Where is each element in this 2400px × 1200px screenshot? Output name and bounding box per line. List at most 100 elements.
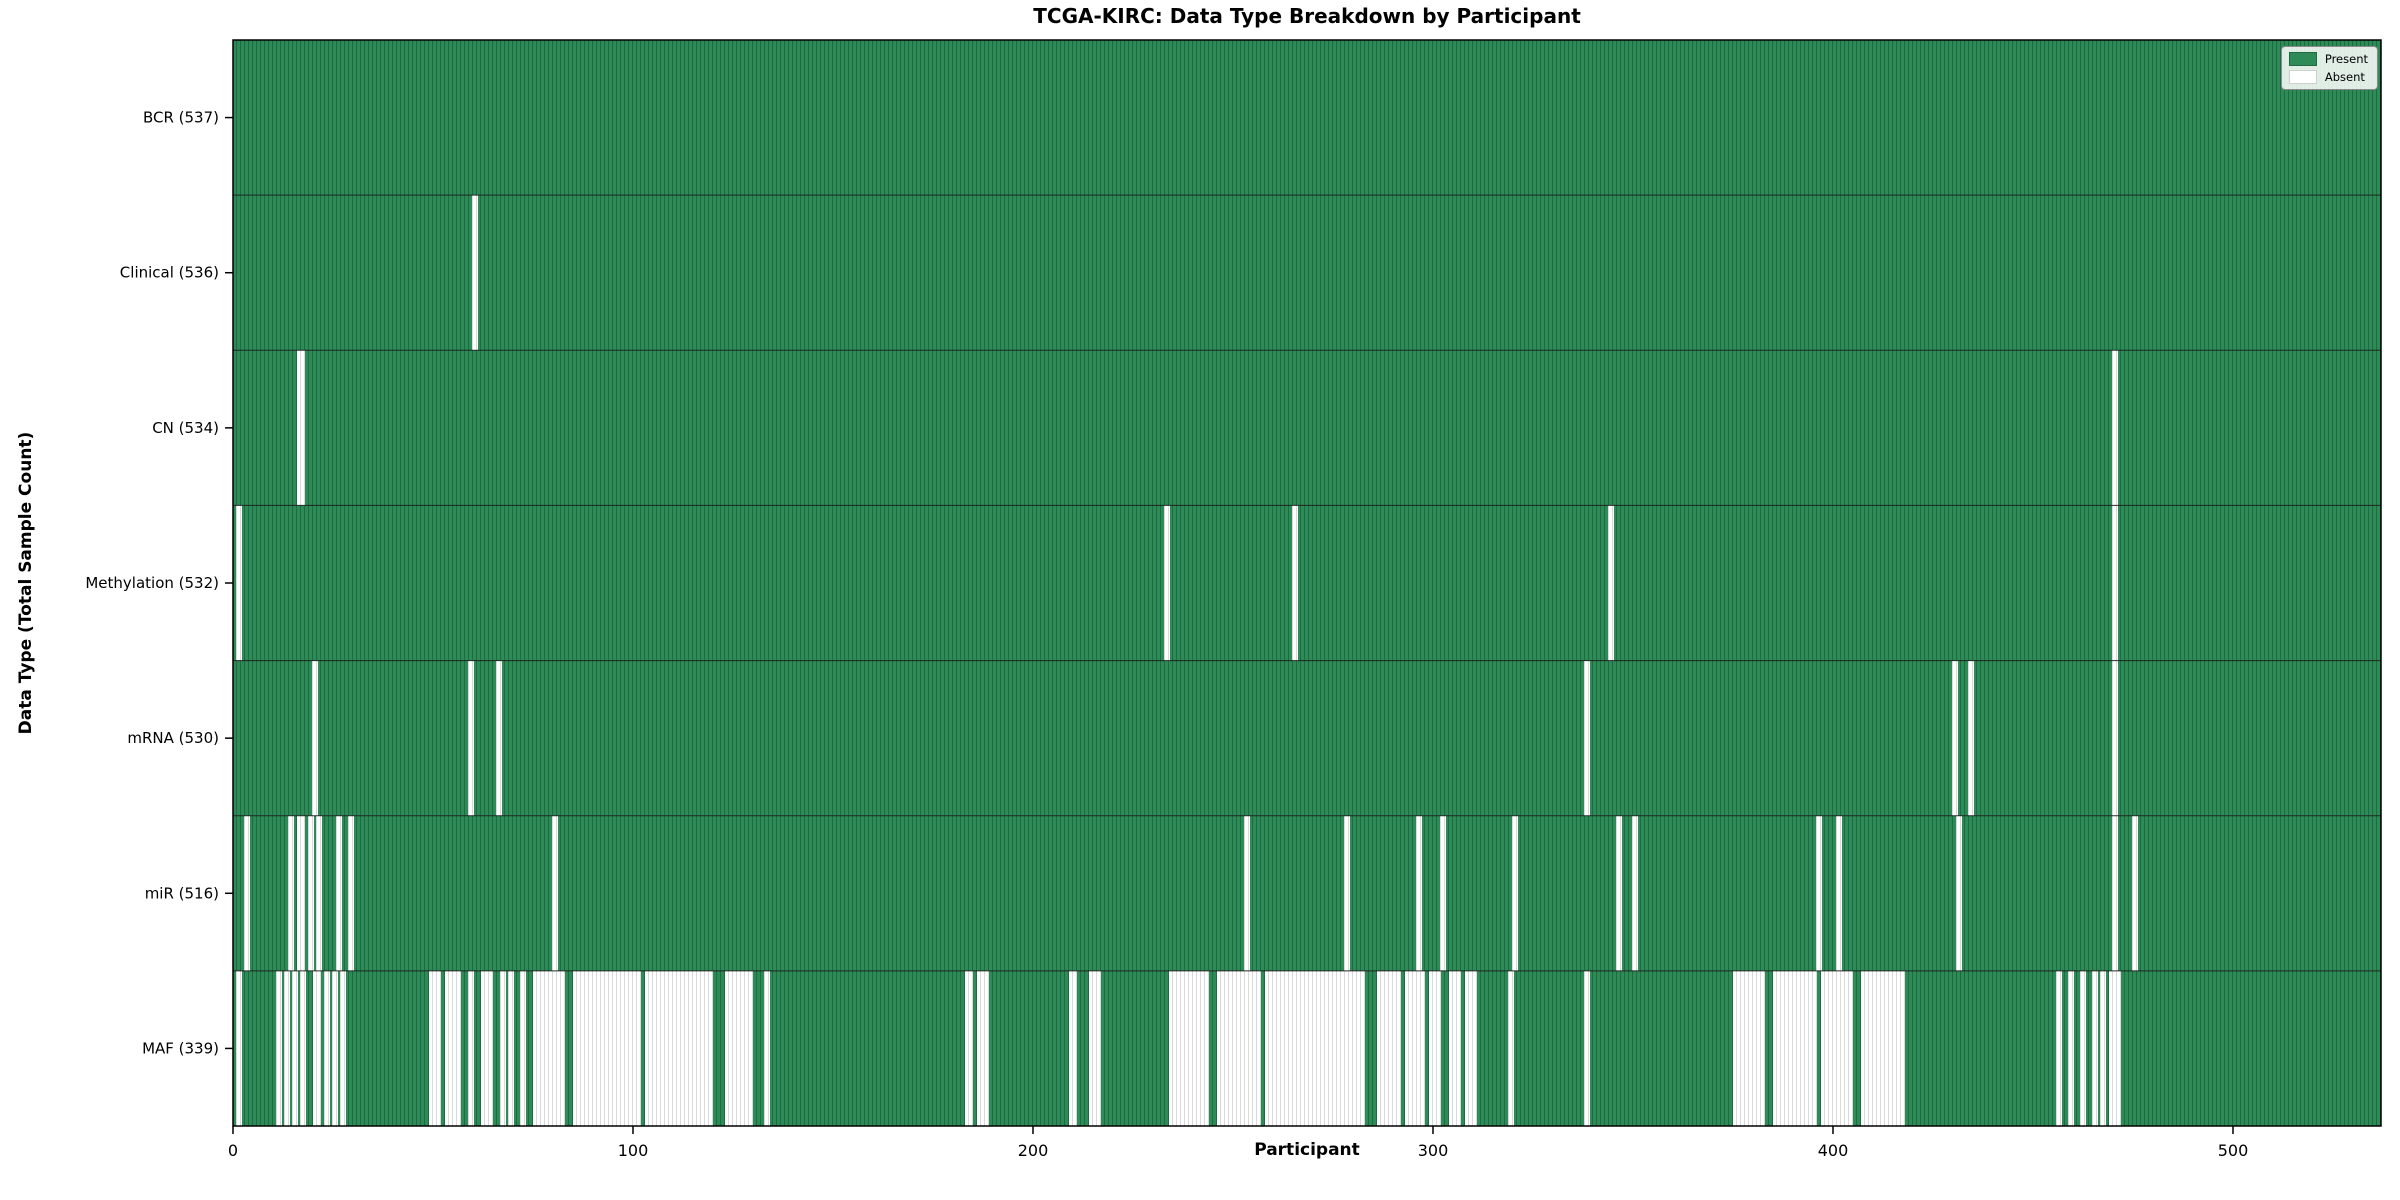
absent-stripe [236, 970, 242, 1126]
absent-stripe [1508, 970, 1514, 1126]
y-tick-label-Clinical: Clinical (536) [120, 264, 219, 282]
legend: Present Absent [2280, 46, 2378, 90]
absent-stripe [1377, 970, 1401, 1126]
absent-stripe [1836, 815, 1842, 971]
absent-stripe [313, 970, 321, 1126]
y-tick-label-MAF: MAF (339) [142, 1039, 219, 1057]
absent-stripe [472, 195, 478, 351]
absent-stripe [533, 970, 565, 1126]
absent-stripe [284, 970, 290, 1126]
legend-absent-label: Absent [2324, 70, 2365, 84]
absent-stripe [1344, 815, 1350, 971]
absent-stripe [1449, 970, 1461, 1126]
absent-stripe [297, 350, 305, 506]
present-swatch-icon [2288, 52, 2317, 66]
x-tick-label: 200 [1018, 1141, 1049, 1160]
absent-stripe [2092, 970, 2098, 1126]
absent-stripe [1265, 970, 1365, 1126]
absent-stripe [500, 970, 506, 1126]
absent-stripe [236, 505, 242, 661]
absent-stripe [1405, 970, 1425, 1126]
absent-stripe [2112, 815, 2118, 971]
absent-stripe [316, 815, 322, 971]
absent-stripe [297, 815, 305, 971]
absent-stripe [2068, 970, 2074, 1126]
absent-stripe [645, 970, 713, 1126]
absent-stripe [429, 970, 441, 1126]
y-tick-label-CN: CN (534) [152, 419, 219, 437]
absent-stripe [496, 660, 502, 816]
y-tick-label-mRNA: mRNA (530) [127, 729, 219, 747]
absent-stripe [2112, 505, 2118, 661]
absent-stripe [300, 970, 306, 1126]
y-tick-label-miR: miR (516) [145, 884, 219, 902]
absent-stripe [468, 970, 474, 1126]
row-band-mRNA [233, 660, 2381, 816]
absent-stripe [573, 970, 641, 1126]
absent-stripe [1584, 660, 1590, 816]
absent-stripe [1429, 970, 1441, 1126]
legend-present-label: Present [2324, 52, 2368, 66]
absent-stripe [1816, 815, 1822, 971]
absent-stripe [312, 660, 318, 816]
absent-stripe [1773, 970, 1817, 1126]
x-tick-label: 500 [2218, 1141, 2249, 1160]
row-band-BCR [233, 40, 2381, 196]
absent-stripe [1952, 660, 1958, 816]
row-band-MAF [233, 970, 2381, 1126]
absent-stripe [2109, 970, 2121, 1126]
absent-stripe [332, 970, 338, 1126]
x-tick-label: 100 [618, 1141, 649, 1160]
absent-stripe [508, 970, 514, 1126]
absent-stripe [965, 970, 973, 1126]
absent-stripe [977, 970, 989, 1126]
absent-stripe [276, 970, 282, 1126]
absent-stripe [445, 970, 461, 1126]
absent-stripe [324, 970, 330, 1126]
absent-stripe [1169, 970, 1209, 1126]
absent-stripe [1968, 660, 1974, 816]
absent-stripe [481, 970, 493, 1126]
absent-stripe [1608, 505, 1614, 661]
absent-stripe [1821, 970, 1853, 1126]
absent-stripe [1440, 815, 1446, 971]
absent-stripe [1292, 505, 1298, 661]
y-tick-label-BCR: BCR (537) [143, 109, 219, 127]
x-tick-label: 300 [1418, 1141, 1449, 1160]
absent-stripe [1465, 970, 1477, 1126]
x-tick-label: 400 [1818, 1141, 1849, 1160]
y-tick-label-Methylation: Methylation (532) [85, 574, 219, 592]
absent-stripe [1584, 970, 1590, 1126]
absent-stripe [2112, 350, 2118, 506]
absent-stripe [764, 970, 770, 1126]
row-band-miR [233, 815, 2381, 971]
absent-stripe [340, 970, 346, 1126]
absent-stripe [1616, 815, 1622, 971]
absent-stripe [2056, 970, 2062, 1126]
absent-stripe [552, 815, 558, 971]
absent-stripe [2080, 970, 2086, 1126]
chart-title: TCGA-KIRC: Data Type Breakdown by Partic… [1033, 4, 1581, 28]
absent-stripe [468, 660, 474, 816]
absent-stripe [1164, 505, 1170, 661]
row-band-CN [233, 350, 2381, 506]
absent-stripe [1416, 815, 1422, 971]
absent-stripe [2132, 815, 2138, 971]
row-band-Clinical [233, 195, 2381, 351]
absent-stripe [1956, 815, 1962, 971]
absent-stripe [520, 970, 526, 1126]
absent-stripe [1069, 970, 1077, 1126]
absent-stripe [244, 815, 250, 971]
absent-stripe [1512, 815, 1518, 971]
absent-stripe [1632, 815, 1638, 971]
absent-stripe [308, 815, 314, 971]
absent-stripe [288, 815, 294, 971]
absent-stripe [725, 970, 753, 1126]
absent-stripe [348, 815, 354, 971]
absent-stripe [1217, 970, 1261, 1126]
legend-entry-present: Present [2288, 52, 2368, 66]
absent-stripe [292, 970, 298, 1126]
absent-stripe [2112, 660, 2118, 816]
